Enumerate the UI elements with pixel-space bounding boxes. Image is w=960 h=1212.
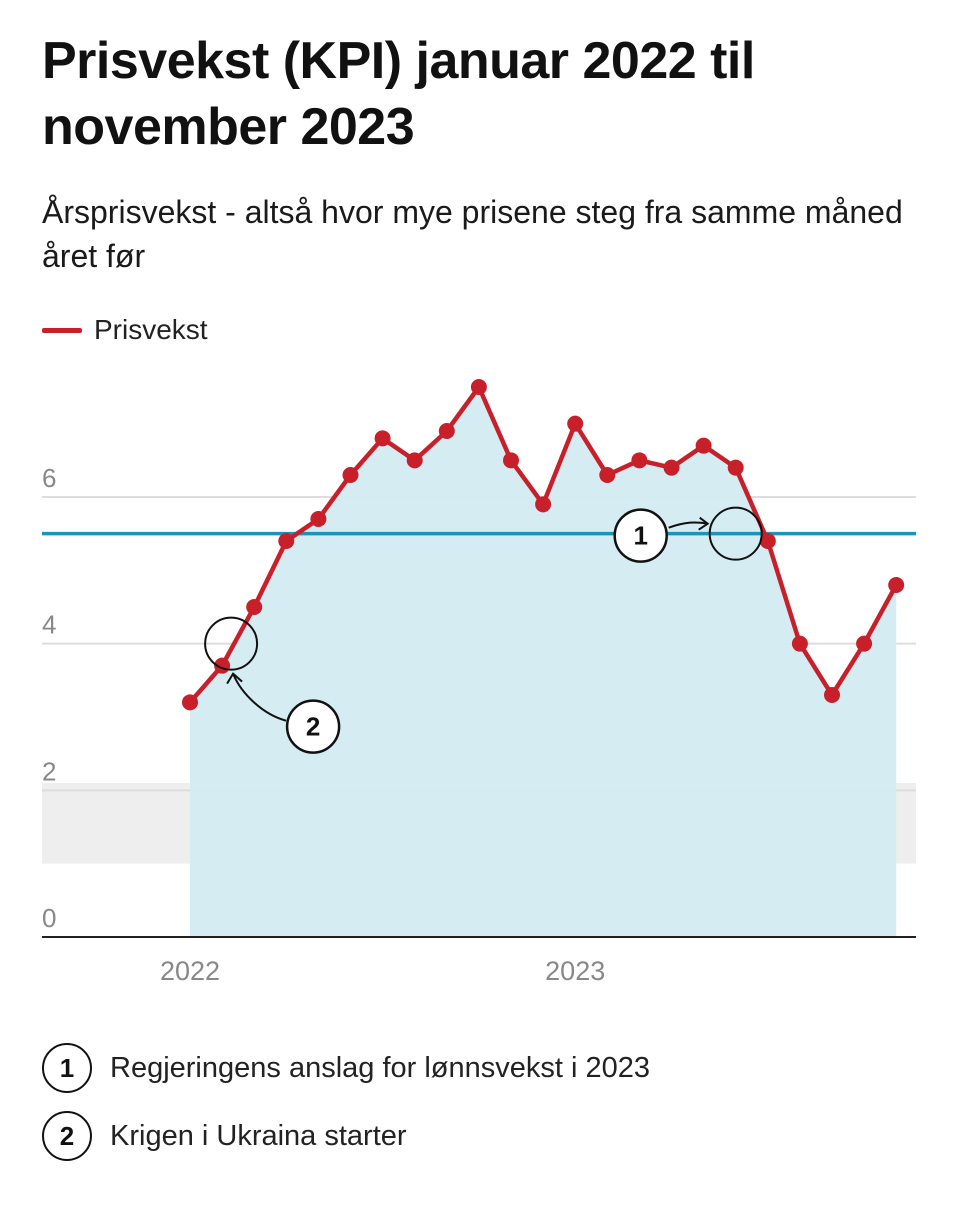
data-point-2022-10 [470, 379, 487, 395]
note-item-1: 1 Regjeringens anslag for lønnsvekst i 2… [42, 1040, 922, 1096]
data-point-2022-08 [406, 452, 423, 469]
data-point-2023-08 [791, 635, 808, 652]
data-point-2022-09 [438, 423, 455, 439]
data-point-2023-01 [567, 415, 584, 432]
legend-label-prisvekst: Prisvekst [94, 314, 208, 345]
data-point-2022-03 [246, 599, 263, 615]
callout-1-number: 1 [633, 521, 647, 551]
chart-subtitle: Årsprisvekst - altså hvor mye prisene st… [42, 194, 903, 274]
callout-2-number: 2 [306, 712, 320, 742]
data-point-2023-04 [663, 459, 680, 476]
legend-swatch-prisvekst [42, 327, 82, 333]
callout-1-target-ring [708, 506, 763, 561]
data-point-2023-05 [695, 437, 712, 454]
callout-2-target-ring [204, 616, 259, 671]
callout-1-arrow [668, 521, 708, 529]
data-point-2023-02 [599, 467, 616, 483]
x-tick-label-2023: 2023 [545, 956, 605, 986]
data-point-2023-06 [727, 459, 744, 476]
line-chart: 0 2 4 6 2022 2023 1 2 [42, 379, 916, 986]
callout-2-arrowhead [226, 672, 243, 685]
data-point-2023-09 [824, 687, 840, 703]
data-point-2022-04 [278, 533, 295, 549]
data-point-2022-01 [182, 694, 198, 711]
data-point-2023-11 [888, 577, 905, 593]
y-tick-label-6: 6 [42, 463, 56, 493]
note-text-1: Regjeringens anslag for lønnsvekst i 202… [110, 1051, 651, 1084]
annotation-notes: 1 Regjeringens anslag for lønnsvekst i 2… [42, 1040, 922, 1176]
data-point-2023-03 [631, 452, 648, 469]
y-tick-label-2: 2 [42, 756, 56, 786]
data-point-2022-11 [503, 452, 519, 469]
data-point-2022-07 [374, 430, 391, 447]
callout-1-badge [613, 508, 668, 563]
chart-title: Prisvekst (KPI) januar 2022 til november… [42, 32, 755, 156]
data-point-2022-05 [310, 511, 327, 527]
note-text-2: Krigen i Ukraina starter [110, 1119, 407, 1152]
note-item-2: 2 Krigen i Ukraina starter [42, 1108, 922, 1164]
note-number-badge-1: 1 [42, 1043, 92, 1093]
legend: Prisvekst [42, 310, 208, 350]
y-tick-label-0: 0 [42, 903, 56, 933]
x-tick-label-2022: 2022 [160, 956, 220, 986]
callout-1-arrowhead [698, 516, 710, 531]
data-point-2022-12 [535, 496, 552, 513]
data-point-2023-07 [759, 533, 776, 549]
callout-2-badge [285, 699, 341, 754]
callout-2-arrow [232, 673, 287, 722]
data-point-2023-10 [856, 635, 873, 652]
y-tick-label-4: 4 [42, 610, 56, 640]
note-number-badge-2: 2 [42, 1111, 92, 1161]
area-fill [190, 387, 897, 937]
data-point-2022-06 [342, 467, 359, 483]
